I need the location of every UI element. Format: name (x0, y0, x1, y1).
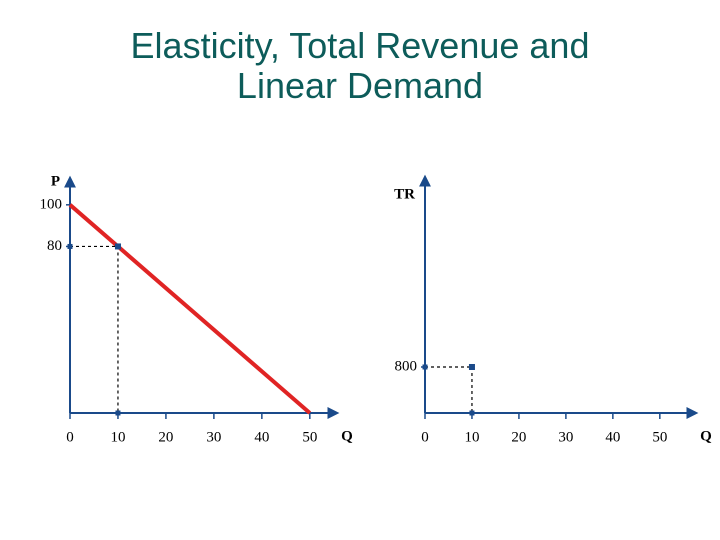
x-tick-label: 10 (110, 429, 125, 445)
x-tick-label: 0 (66, 429, 74, 445)
guide-end (422, 364, 428, 370)
x-axis-label: Q (700, 428, 712, 444)
demand-line (68, 203, 312, 415)
y-axis-label: TR (394, 186, 415, 202)
x-tick-label: 50 (652, 429, 667, 445)
x-tick-label: 50 (302, 429, 317, 445)
y-tick-label: 800 (395, 358, 418, 374)
point (468, 364, 475, 370)
x-tick-label: 10 (464, 429, 479, 445)
y-axis-label: P (51, 173, 60, 189)
y-tick-label: 80 (47, 238, 62, 254)
y-tick-label: 100 (40, 196, 63, 212)
x-tick-label: 20 (158, 429, 173, 445)
guide-end (469, 410, 475, 416)
x-tick-label: 20 (511, 429, 526, 445)
x-tick-label: 40 (605, 429, 620, 445)
x-tick-label: 0 (421, 429, 429, 445)
x-tick-label: 30 (206, 429, 221, 445)
x-axis-label: Q (341, 428, 353, 444)
highlight-point (114, 243, 121, 250)
x-tick-label: 30 (558, 429, 573, 445)
guide-end (67, 243, 73, 249)
guide-end (115, 410, 121, 416)
slide-title: Elasticity, Total Revenue and Linear Dem… (130, 25, 590, 106)
x-tick-label: 40 (254, 429, 269, 445)
